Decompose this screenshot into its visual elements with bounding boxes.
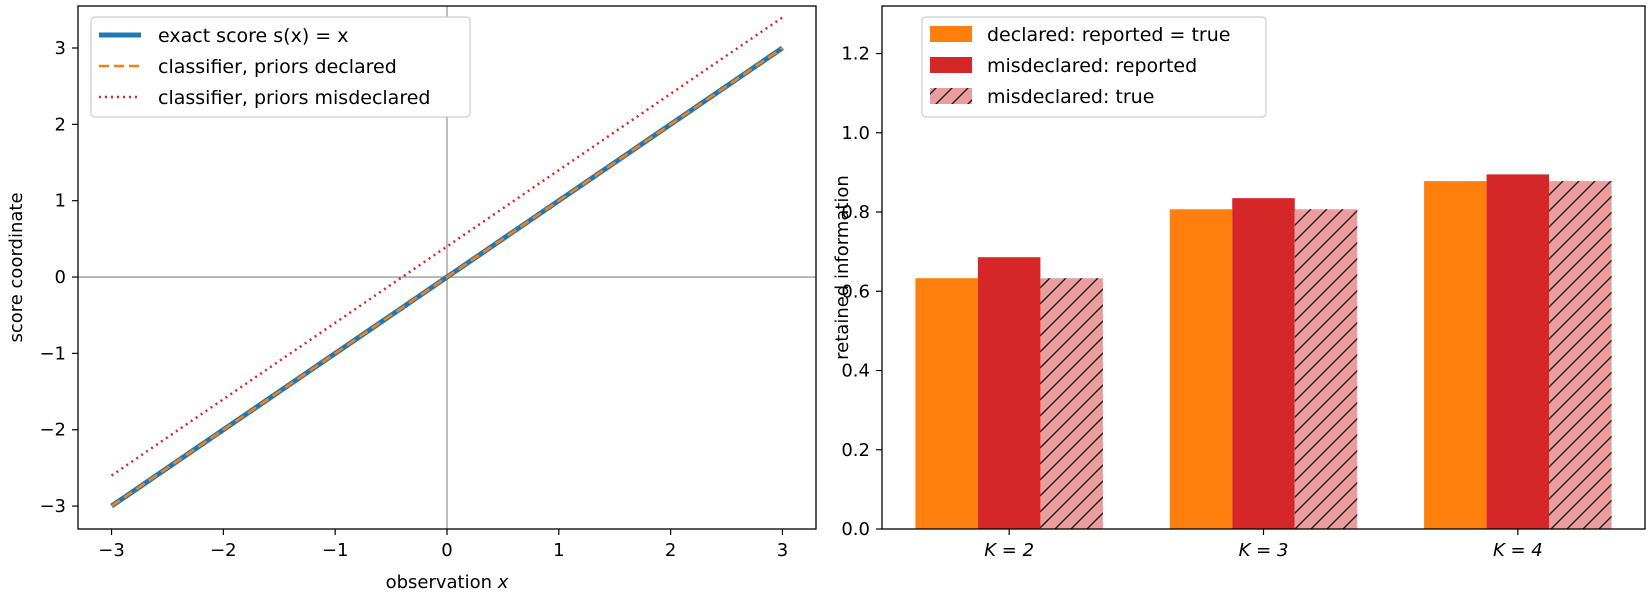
x-tick-label: −3	[98, 540, 125, 561]
y-tick-label: 3	[55, 38, 66, 59]
legend-box	[921, 16, 1267, 118]
y-ticks: −3 −2 −1 0 1 2 3	[39, 38, 78, 517]
x-ticks: K = 2 K = 3 K = 4	[984, 529, 1543, 561]
y-tick-label: 0	[55, 267, 66, 288]
y-tick-label: −1	[39, 343, 66, 364]
y-tick-label: −2	[39, 420, 66, 441]
x-tick-label: −2	[210, 540, 237, 561]
legend-swatch	[930, 26, 972, 42]
bar	[1486, 174, 1550, 530]
x-ticks: −3 −2 −1 0 1 2 3	[98, 529, 788, 561]
bar	[1232, 198, 1295, 529]
y-ticks: 0.0 0.2 0.4 0.6 0.8 1.0 1.2	[841, 44, 882, 540]
legend: declared: reported = true misdeclared: re…	[921, 16, 1267, 118]
x-tick-label: K = 2	[984, 540, 1034, 561]
legend-label: classifier, priors declared	[158, 56, 397, 78]
x-axis-label: observation x	[386, 572, 509, 593]
y-tick-label: 1.0	[841, 123, 870, 144]
y-axis-label: score coordinate	[6, 192, 27, 342]
x-tick-label: K = 4	[1493, 540, 1543, 561]
legend-swatch	[930, 88, 972, 104]
bar	[977, 257, 1041, 529]
bar	[1424, 181, 1487, 529]
series-lines	[110, 16, 784, 509]
legend-label: misdeclared: true	[987, 86, 1154, 108]
bars	[915, 174, 1612, 530]
y-tick-label: 0.6	[841, 281, 870, 302]
x-axis-label-var: x	[497, 572, 509, 593]
y-tick-label: 0.0	[841, 519, 870, 540]
series-line-1	[110, 46, 784, 508]
bar	[915, 278, 978, 529]
legend-label: misdeclared: reported	[987, 55, 1197, 77]
legend-swatch	[930, 57, 972, 73]
x-tick-label: 0	[441, 540, 452, 561]
y-tick-label: 2	[55, 114, 66, 135]
bar	[1294, 209, 1358, 529]
legend-label: declared: reported = true	[987, 24, 1230, 46]
bar	[1549, 181, 1612, 529]
bar	[1169, 209, 1233, 529]
y-axis-label: retained information	[832, 175, 853, 360]
legend-box	[90, 16, 471, 118]
y-tick-label: 0.2	[841, 440, 870, 461]
x-tick-label: 2	[665, 540, 676, 561]
y-tick-label: 1	[55, 191, 66, 212]
y-tick-label: 1.2	[841, 44, 870, 65]
bar-chart: K = 2 K = 3 K = 4 0.0 0.2 0.4 0.6 0.8 1.0 1.2 re…	[832, 5, 1646, 561]
legend-label: classifier, priors misdeclared	[158, 87, 430, 109]
x-tick-label: 1	[553, 540, 564, 561]
bar	[1040, 278, 1103, 529]
line-chart: −3 −2 −1 0 1 2 3 −3 −2 −1 0 1 2 3 observation x scor…	[6, 5, 817, 593]
x-tick-label: K = 3	[1239, 540, 1289, 561]
y-tick-label: 0.8	[841, 202, 870, 223]
x-tick-label: −1	[322, 540, 349, 561]
legend-label: exact score s(x) = x	[158, 25, 348, 47]
y-tick-label: 0.4	[841, 361, 870, 382]
y-tick-label: −3	[39, 496, 66, 517]
x-tick-label: 3	[777, 540, 788, 561]
legend: exact score s(x) = x classifier, priors d…	[90, 16, 471, 118]
